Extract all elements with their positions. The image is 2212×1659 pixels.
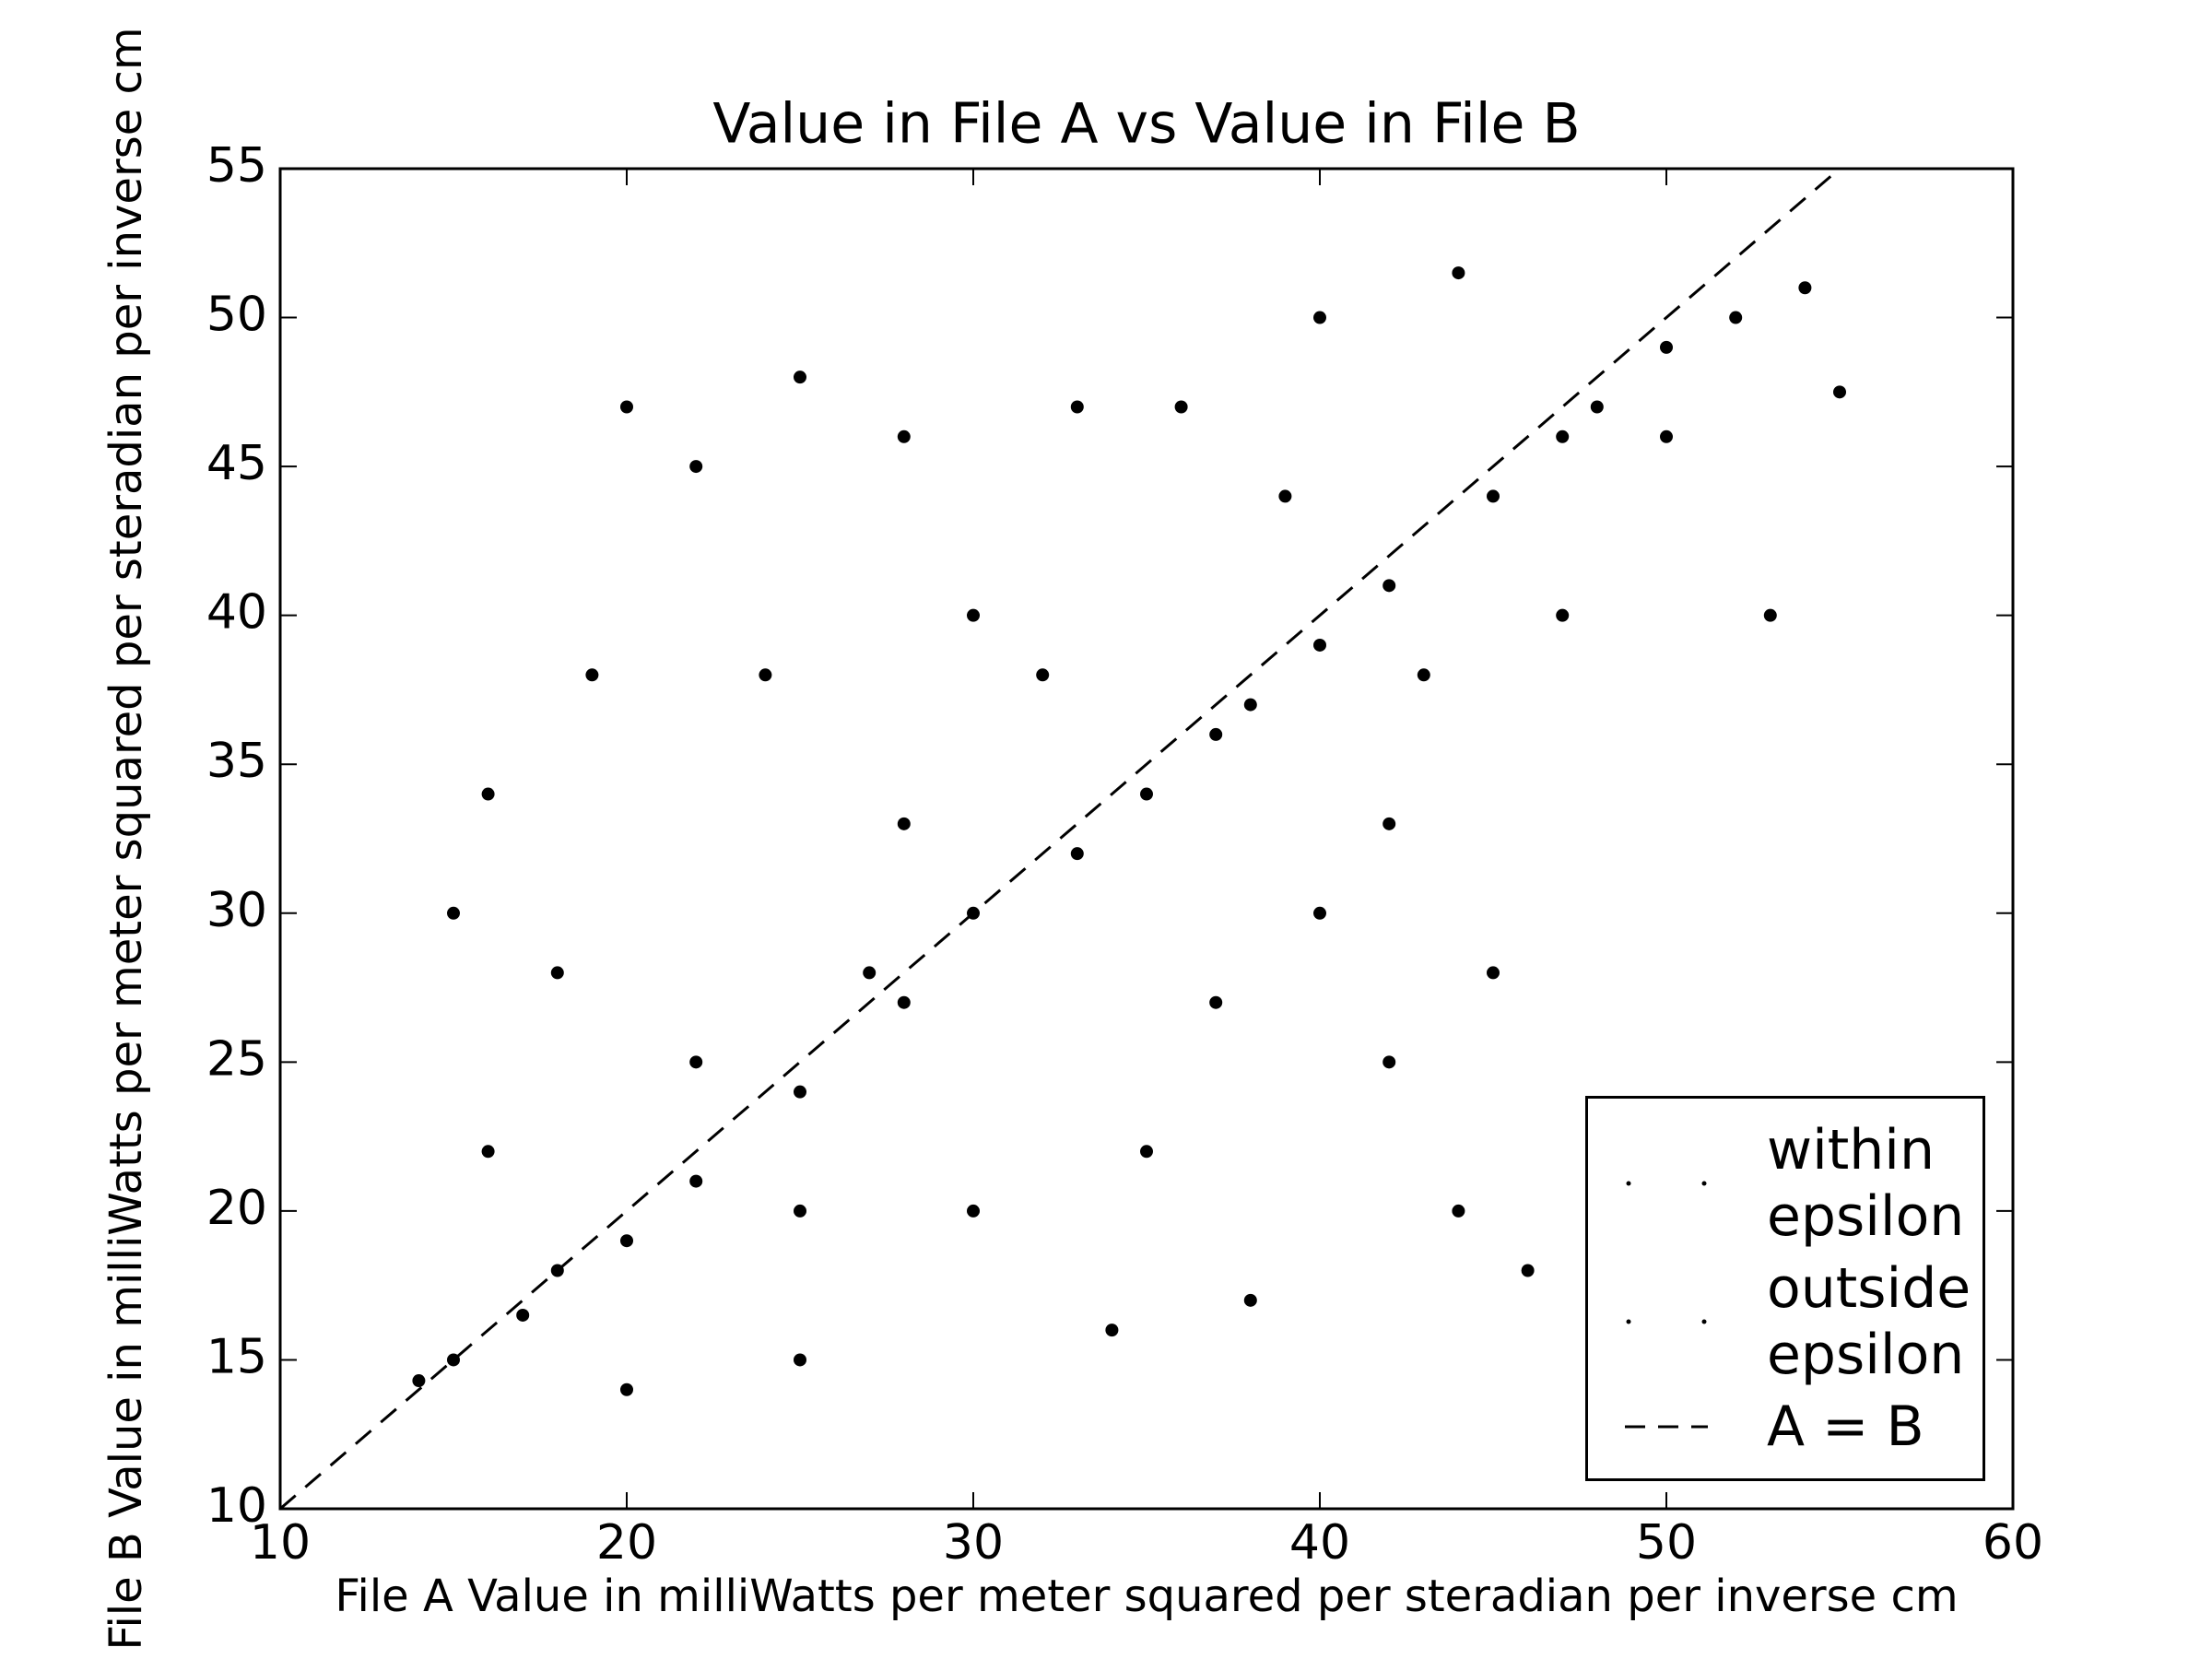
legend-label: A = B — [1767, 1394, 1924, 1459]
data-point — [1382, 817, 1396, 830]
legend-key — [1626, 1319, 1707, 1324]
y-tick-label: 50 — [206, 288, 267, 343]
data-point — [794, 1204, 806, 1218]
data-point — [967, 1204, 980, 1218]
data-point — [1556, 429, 1570, 443]
data-point — [1209, 727, 1223, 741]
y-tick-label: 45 — [206, 436, 267, 491]
x-tick-label: 50 — [1636, 1515, 1697, 1571]
data-point — [1036, 668, 1050, 682]
data-point — [1140, 787, 1153, 801]
data-point — [516, 1308, 530, 1322]
data-point — [1729, 311, 1743, 324]
data-point — [1556, 608, 1570, 622]
data-point — [585, 668, 599, 682]
data-point — [897, 995, 911, 1009]
data-point — [1660, 340, 1673, 354]
data-point — [1590, 400, 1604, 414]
legend-entry: within epsilon — [1616, 1117, 1964, 1250]
legend-label: outside epsilon — [1767, 1256, 1971, 1387]
data-point — [1798, 281, 1812, 295]
data-point — [1140, 1145, 1153, 1159]
x-tick-label: 30 — [943, 1515, 1004, 1571]
y-tick-label: 40 — [206, 585, 267, 641]
legend-marker — [1626, 1319, 1631, 1324]
data-point — [1070, 847, 1084, 861]
data-point — [794, 1353, 806, 1367]
reference-line — [280, 169, 1842, 1509]
data-point — [897, 429, 911, 443]
axes-frame — [278, 167, 2015, 1511]
data-point — [967, 608, 980, 622]
data-point — [1452, 1204, 1465, 1218]
data-point — [1243, 1293, 1257, 1307]
legend-key — [1626, 1181, 1707, 1186]
data-point — [481, 1145, 495, 1159]
x-tick-label: 10 — [250, 1515, 311, 1571]
data-point — [1278, 489, 1292, 503]
data-point — [620, 1382, 633, 1396]
y-tick-label: 25 — [206, 1031, 267, 1087]
data-point — [1070, 400, 1084, 414]
data-point — [481, 787, 495, 801]
legend-entry: A = B — [1616, 1394, 1959, 1460]
data-point — [620, 1234, 633, 1248]
legend: within epsilon outside epsilon A = B — [1585, 1096, 1985, 1481]
x-tick-label: 20 — [596, 1515, 657, 1571]
data-point — [794, 1085, 806, 1099]
data-point — [1487, 489, 1500, 503]
data-point — [689, 1055, 703, 1069]
y-tick-label: 10 — [206, 1478, 267, 1534]
data-point — [1174, 400, 1188, 414]
legend-marker — [1701, 1181, 1707, 1186]
data-point — [897, 817, 911, 830]
x-tick-label: 40 — [1289, 1515, 1350, 1571]
legend-key — [1625, 1425, 1708, 1429]
data-point — [794, 371, 806, 384]
data-point — [689, 460, 703, 474]
data-point — [1105, 1324, 1119, 1337]
data-point — [620, 400, 633, 414]
data-point — [1452, 266, 1465, 280]
data-point — [1487, 966, 1500, 980]
data-point — [1763, 608, 1777, 622]
data-point — [1313, 906, 1326, 920]
data-point — [1313, 638, 1326, 652]
chart-title: Value in File A vs Value in File B — [712, 92, 1580, 157]
legend-marker — [1626, 1181, 1631, 1186]
data-point — [1243, 698, 1257, 712]
data-point — [1313, 311, 1326, 324]
data-point — [863, 966, 877, 980]
data-point — [1660, 429, 1673, 443]
x-tick-label: 60 — [1983, 1515, 2043, 1571]
data-point — [1382, 1055, 1396, 1069]
plot-area — [280, 169, 1846, 1509]
data-point — [1521, 1264, 1535, 1277]
data-point — [550, 966, 564, 980]
data-point — [1382, 579, 1396, 593]
data-point — [447, 906, 460, 920]
data-point — [689, 1174, 703, 1188]
legend-label: within epsilon — [1767, 1118, 1965, 1249]
y-tick-label: 35 — [206, 734, 267, 789]
y-tick-label: 55 — [206, 138, 267, 194]
data-point — [1209, 995, 1223, 1009]
legend-marker — [1701, 1319, 1707, 1324]
y-tick-label: 20 — [206, 1181, 267, 1236]
data-point — [759, 668, 772, 682]
data-point — [412, 1374, 426, 1388]
data-point — [1417, 668, 1430, 682]
y-axis-label: File B Value in milliWatts per meter squ… — [100, 27, 152, 1650]
y-tick-label: 15 — [206, 1329, 267, 1384]
x-axis-label: File A Value in milliWatts per meter squ… — [335, 1571, 1958, 1622]
y-tick-label: 30 — [206, 883, 267, 938]
legend-entry: outside epsilon — [1616, 1255, 1971, 1388]
data-point — [1833, 385, 1846, 399]
